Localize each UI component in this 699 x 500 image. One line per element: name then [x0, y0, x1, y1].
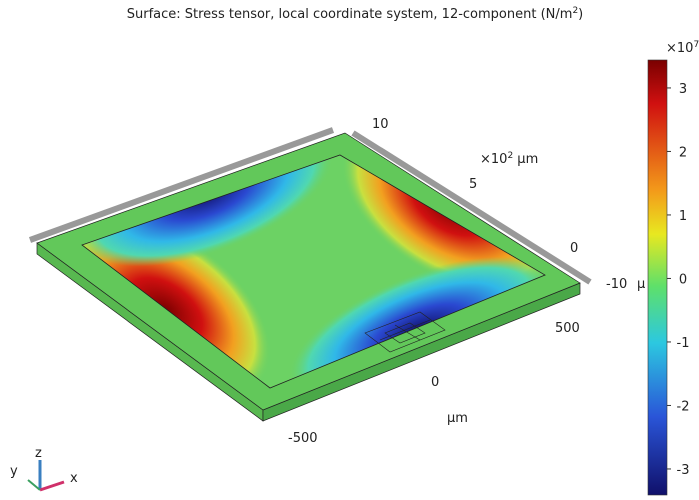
triad-label: x: [70, 471, 78, 486]
axis-unit: μm: [447, 411, 468, 426]
plot-window: Surface: Stress tensor, local coordinate…: [0, 0, 699, 500]
triad-label: z: [35, 446, 42, 461]
axis-tick: -10: [606, 277, 627, 292]
axis-tick: 5: [469, 177, 477, 192]
axis-tick: 0: [570, 241, 578, 256]
colorbar-tick-label: 3: [679, 82, 687, 97]
colorbar-multiplier: ×107: [666, 40, 699, 56]
triad-label: y: [10, 464, 18, 479]
colorbar-tick-label: -2: [677, 399, 690, 414]
triad: z y x: [10, 446, 78, 490]
title: Surface: Stress tensor, local coordinate…: [127, 6, 584, 22]
axis-tick: -500: [288, 431, 318, 446]
colorbar-tick-label: 1: [679, 209, 687, 224]
colorbar-tick-label: -3: [677, 463, 690, 478]
axis-unit: ×102 μm: [480, 151, 538, 167]
colorbar-tick-label: 0: [679, 272, 687, 287]
axis-tick: 10: [372, 117, 389, 132]
colorbar-tick-label: 2: [679, 145, 687, 160]
colorbar: [648, 60, 667, 495]
colorbar-tick-label: -1: [677, 336, 690, 351]
axis-unit: μ: [637, 277, 645, 292]
axis-tick: 0: [431, 375, 439, 390]
axis-tick: 500: [555, 321, 580, 336]
